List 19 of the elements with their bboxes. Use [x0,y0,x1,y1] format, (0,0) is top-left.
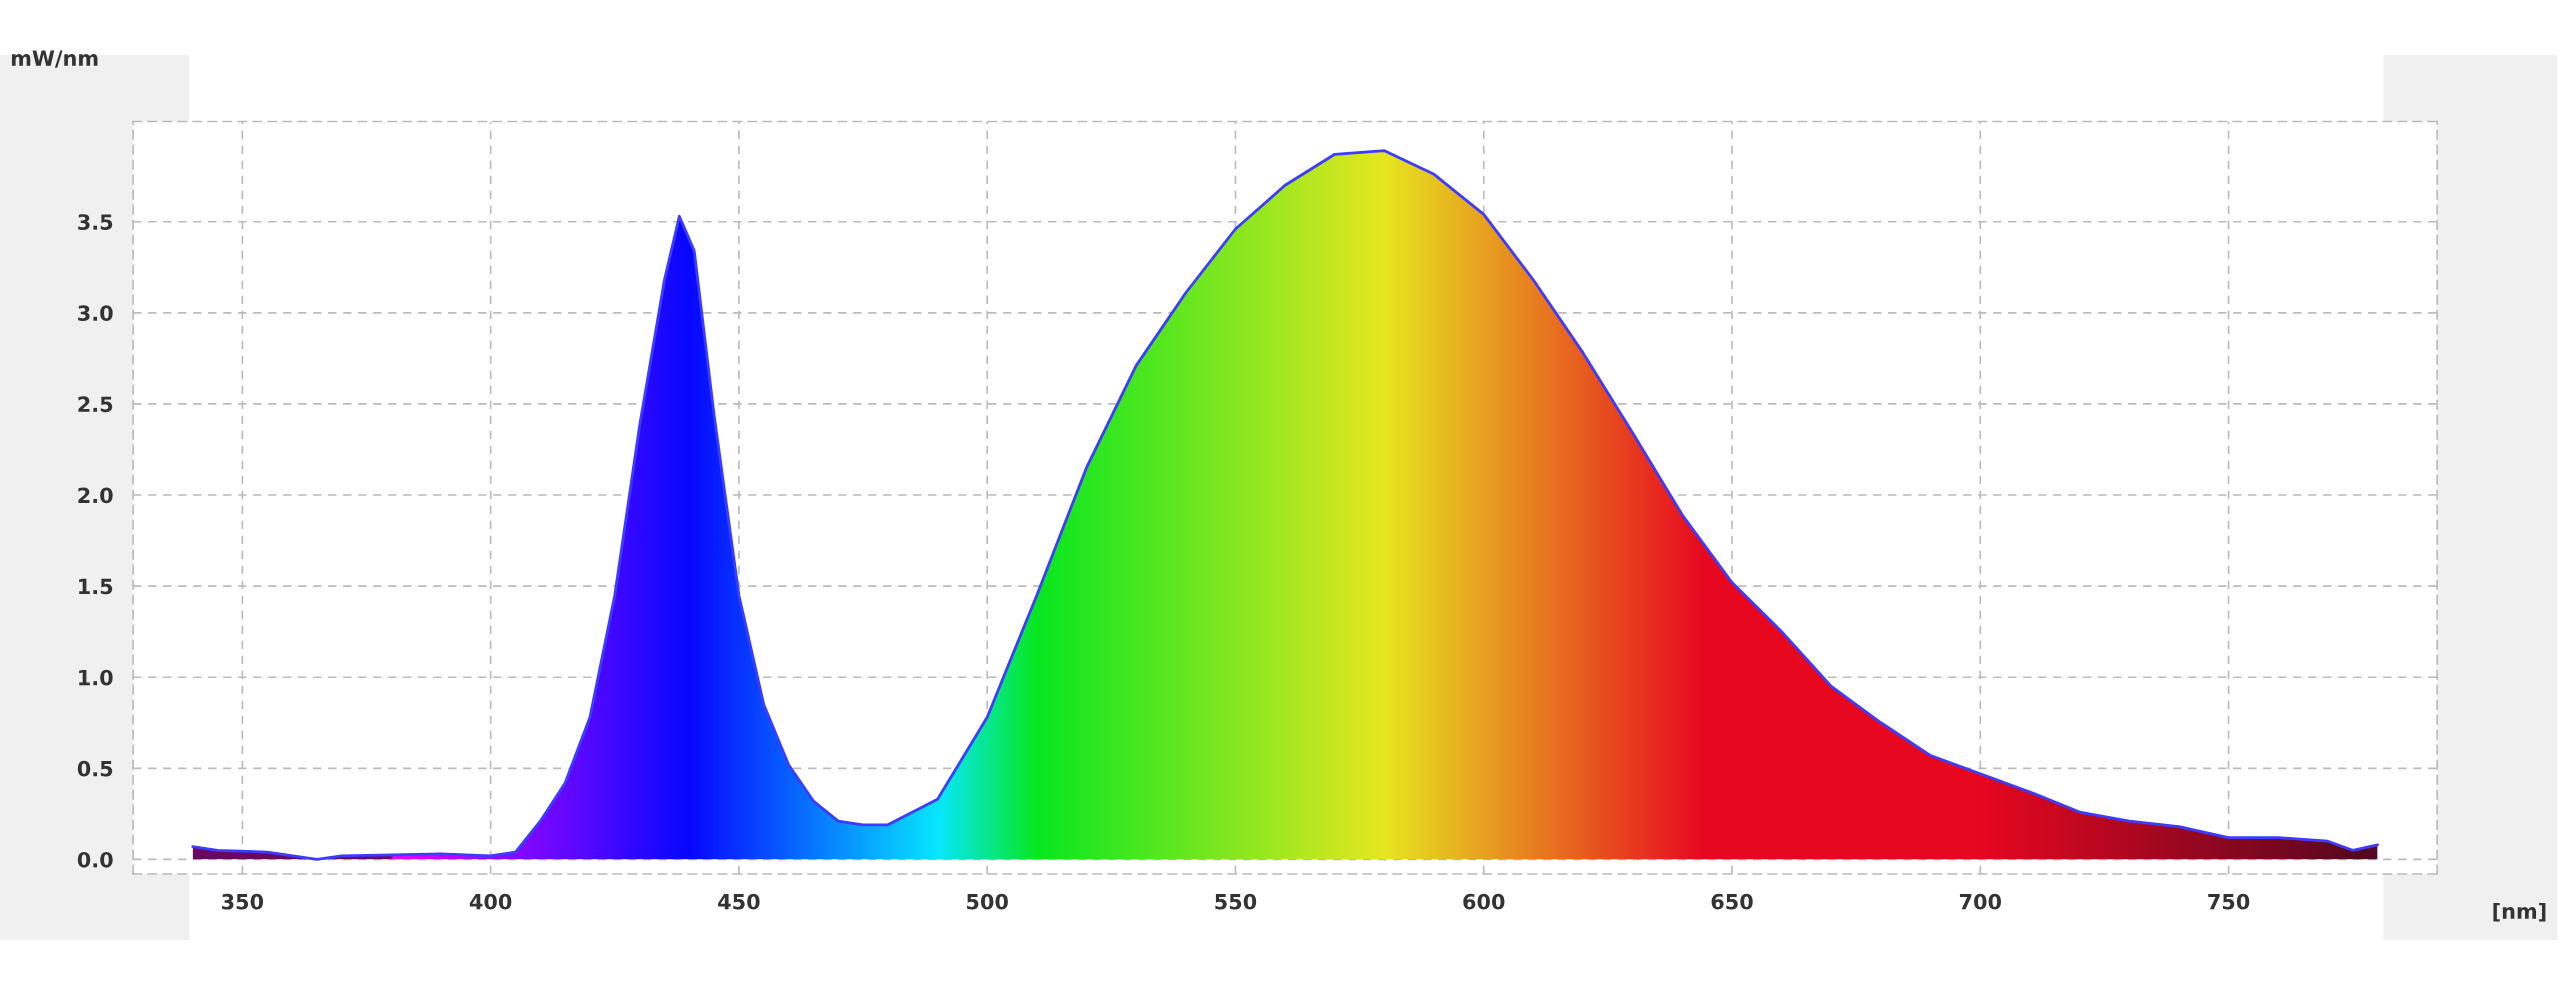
x-tick-label: 650 [1711,893,1753,910]
x-tick-label: 400 [469,893,512,910]
y-axis-title: mW/nm [11,50,98,68]
y-tick-label: 3.0 [78,305,113,322]
x-tick-label: 750 [2208,893,2250,910]
y-tick-label: 1.5 [79,578,113,595]
x-axis-title: [nm] [2493,902,2546,922]
y-tick-label: 3.5 [78,214,113,230]
y-tick-label: 2.0 [78,487,113,504]
y-tick-label: 0.5 [77,760,113,777]
x-tick-label: 350 [222,893,264,910]
y-tick-label: 2.5 [78,396,113,413]
x-tick-label: 600 [1463,893,1505,910]
y-tick-label: 0.0 [77,851,113,868]
y-tick-label: 1.0 [79,669,113,686]
x-tick-label: 450 [718,893,760,910]
x-tick-label: 500 [967,893,1008,910]
x-tick-label: 700 [1959,893,2002,910]
x-tick-label: 550 [1215,893,1257,910]
